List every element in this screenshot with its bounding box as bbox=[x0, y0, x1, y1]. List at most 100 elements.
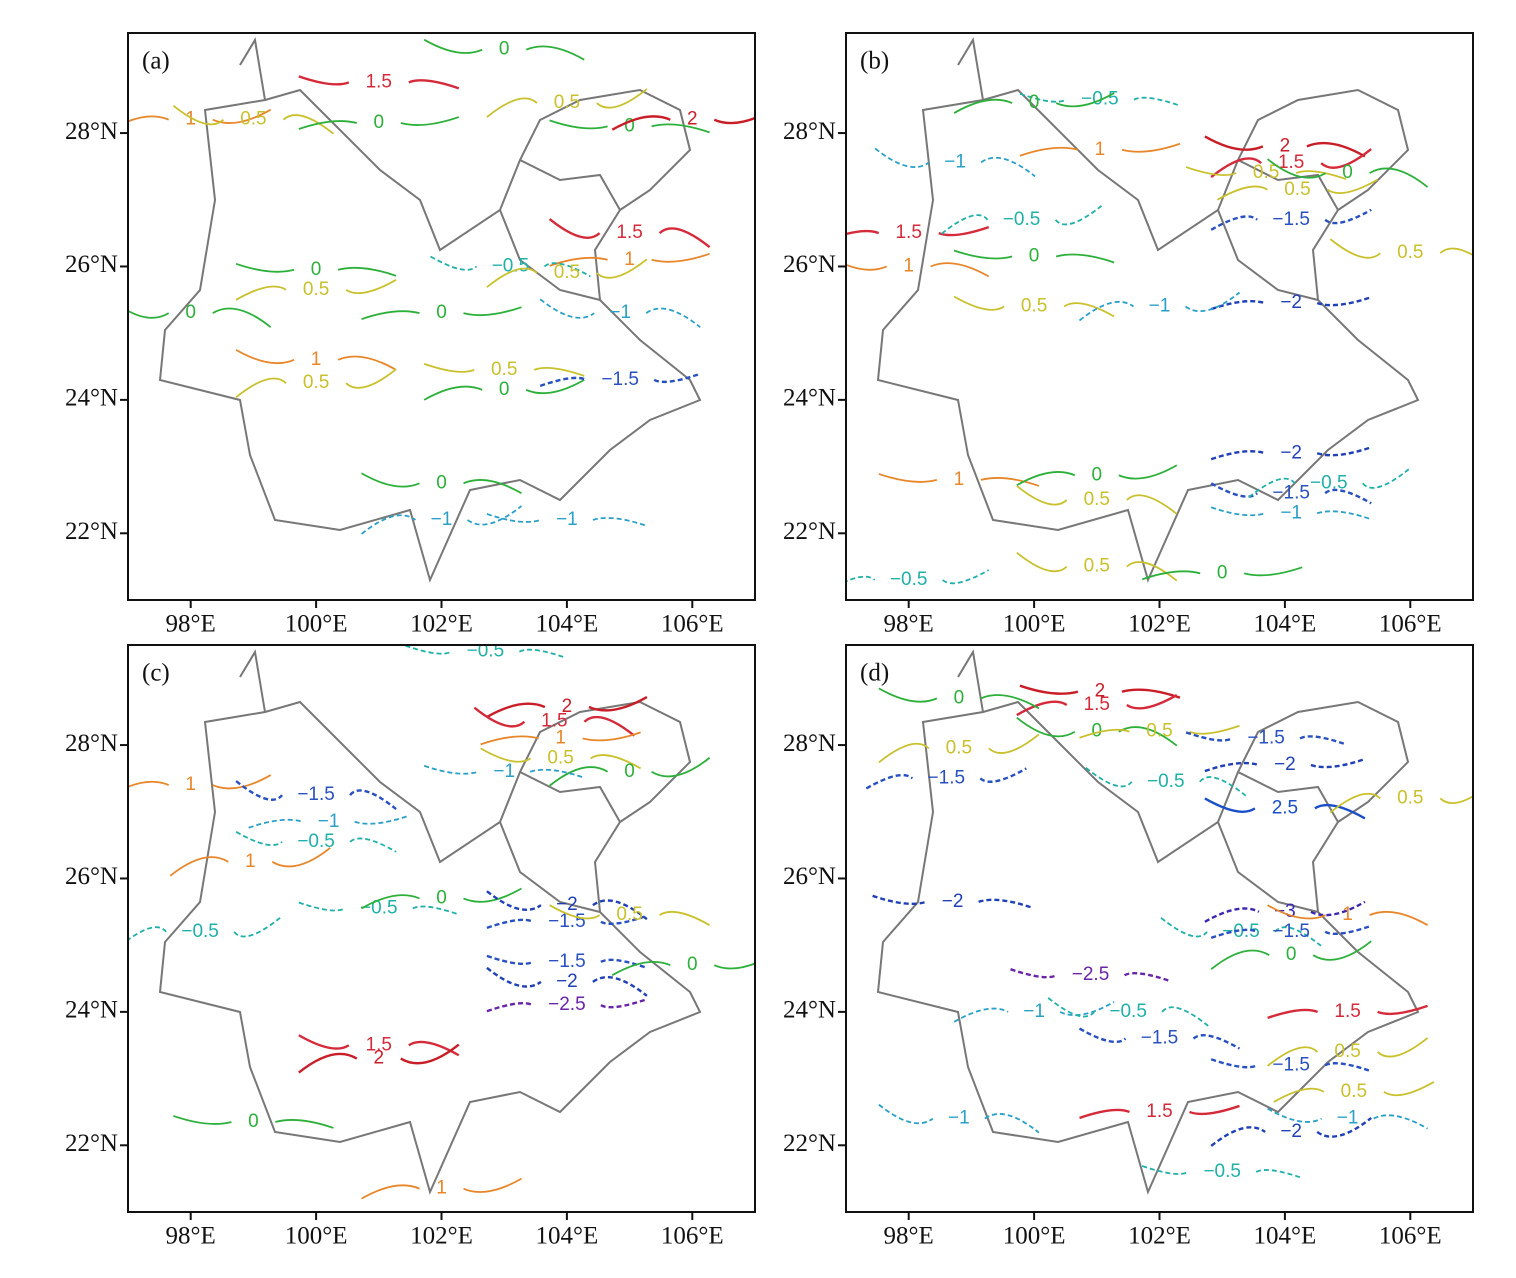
contour-line bbox=[1078, 1027, 1241, 1050]
contour-line bbox=[423, 379, 585, 401]
contour-label: 0.5 bbox=[554, 262, 580, 283]
y-tick-label: 28°N bbox=[65, 118, 118, 145]
contour-line bbox=[1016, 485, 1178, 515]
x-tick-label: 100°E bbox=[285, 611, 348, 638]
contour-line bbox=[1267, 158, 1429, 188]
y-tick-label: 22°N bbox=[783, 518, 836, 545]
contour-label: −2 bbox=[1280, 1121, 1302, 1142]
contour-label: −0.5 bbox=[1147, 771, 1185, 792]
contour-line bbox=[405, 645, 566, 659]
contour-line bbox=[1078, 291, 1241, 322]
contour-line bbox=[423, 363, 585, 377]
contour-label: 1.5 bbox=[1278, 152, 1304, 173]
contour-label: −2 bbox=[556, 971, 578, 992]
contour-line bbox=[1210, 940, 1372, 970]
contour-label: 0.5 bbox=[303, 279, 329, 300]
contour-label: 0 bbox=[1342, 162, 1353, 183]
contour-label: 0 bbox=[248, 1111, 259, 1132]
panel-label: (d) bbox=[860, 660, 889, 687]
y-tick-label: 24°N bbox=[65, 385, 118, 412]
map-panel: 1.51 0.5 000.50 21.51−0.5 0.500.50 010.50.50−… bbox=[65, 32, 756, 638]
contour-label: 0 bbox=[1029, 92, 1040, 113]
contour-label: 0.5 bbox=[616, 904, 642, 925]
contour-line bbox=[361, 1177, 522, 1200]
contour-line bbox=[549, 904, 711, 926]
contour-label: −1.5 bbox=[548, 951, 586, 972]
contour-line bbox=[953, 249, 1115, 264]
y-tick-label: 24°N bbox=[783, 997, 836, 1024]
contour-line bbox=[1267, 904, 1429, 926]
contour-line bbox=[361, 306, 522, 321]
map-area: −0.50−11 21.50.50.501.51−0.50−1.50.5−20.5… bbox=[846, 39, 1473, 590]
contour-label: 0 bbox=[311, 259, 322, 280]
contour-label: 0 bbox=[624, 115, 635, 136]
map-frame bbox=[127, 644, 756, 1213]
contour-label: −0.5 bbox=[1109, 1001, 1147, 1022]
map-area: −0.521.510.50−11 −1.5−1−0.51−0.5 0 −2−1.5 0.… bbox=[128, 645, 755, 1200]
contour-label: 0 bbox=[436, 302, 447, 323]
contour-label: −1 bbox=[948, 1108, 970, 1129]
contour-line bbox=[430, 255, 591, 278]
contour-label: −2 bbox=[1280, 442, 1302, 463]
contour-label: 2 bbox=[1280, 135, 1291, 156]
contour-line bbox=[173, 1115, 334, 1129]
contour-line bbox=[486, 914, 648, 929]
contour-label: 2 bbox=[687, 109, 698, 130]
contour-label: 1.5 bbox=[541, 711, 567, 732]
x-tick-label: 102°E bbox=[410, 1223, 473, 1250]
x-tick-label: 104°E bbox=[536, 611, 599, 638]
x-tick-label: 98°E bbox=[166, 1223, 216, 1250]
contour-line bbox=[1210, 506, 1372, 521]
contour-line bbox=[611, 115, 755, 131]
contour-line bbox=[235, 368, 397, 398]
contour-label: −2 bbox=[942, 891, 964, 912]
y-tick-label: 26°N bbox=[783, 863, 836, 890]
contour-line bbox=[172, 105, 334, 135]
contour-label: −0.5 bbox=[1222, 921, 1260, 942]
contour-line bbox=[298, 1034, 460, 1057]
x-tick-label: 98°E bbox=[884, 1223, 934, 1250]
contour-line bbox=[473, 706, 636, 737]
contour-label: −2.5 bbox=[1072, 964, 1110, 985]
contour-line bbox=[486, 88, 648, 118]
panel-label: (b) bbox=[860, 48, 889, 75]
x-tick-label: 104°E bbox=[536, 1223, 599, 1250]
contour-line bbox=[1210, 148, 1372, 179]
map-panel: 21.50 0.500.5 −1.5−1.5 −0.5−22.5 0.5−2 −3−0.5… bbox=[783, 644, 1474, 1250]
contour-label: 0 bbox=[687, 954, 698, 975]
contour-line bbox=[1047, 997, 1209, 1027]
x-tick-label: 100°E bbox=[1003, 1223, 1066, 1250]
contour-line bbox=[235, 831, 397, 853]
contour-line bbox=[361, 472, 522, 495]
contour-label: −0.5 bbox=[1203, 1161, 1241, 1182]
contour-line bbox=[874, 147, 1036, 178]
y-tick-label: 22°N bbox=[65, 1130, 118, 1157]
contour-label: 1 bbox=[1342, 904, 1353, 925]
contour-line bbox=[1185, 166, 1347, 180]
x-tick-label: 100°E bbox=[285, 1223, 348, 1250]
contour-label: −0.5 bbox=[1310, 472, 1348, 493]
contour-label: −1 bbox=[556, 509, 578, 530]
contour-line bbox=[486, 998, 648, 1013]
contour-line bbox=[548, 218, 711, 249]
contour-label: 1.5 bbox=[1084, 694, 1110, 715]
contour-label: 2 bbox=[562, 696, 573, 717]
x-tick-label: 106°E bbox=[661, 611, 724, 638]
contour-line bbox=[878, 1103, 1040, 1134]
contour-line bbox=[486, 258, 648, 288]
contour-line bbox=[1267, 1004, 1428, 1020]
contour-line bbox=[235, 262, 397, 277]
contour-label: −1 bbox=[1023, 1001, 1045, 1022]
contour-line bbox=[1210, 208, 1372, 231]
contour-label: 1.5 bbox=[616, 222, 642, 243]
contour-label: 1.5 bbox=[1146, 1101, 1172, 1122]
contour-line bbox=[539, 298, 701, 328]
contour-label: 1 bbox=[436, 1178, 447, 1199]
contour-label: 0 bbox=[1217, 562, 1228, 583]
x-tick-label: 102°E bbox=[410, 611, 473, 638]
contour-label: 2 bbox=[374, 1048, 385, 1069]
x-tick-label: 106°E bbox=[1379, 611, 1442, 638]
contour-line bbox=[248, 814, 409, 829]
y-tick-label: 26°N bbox=[65, 863, 118, 890]
